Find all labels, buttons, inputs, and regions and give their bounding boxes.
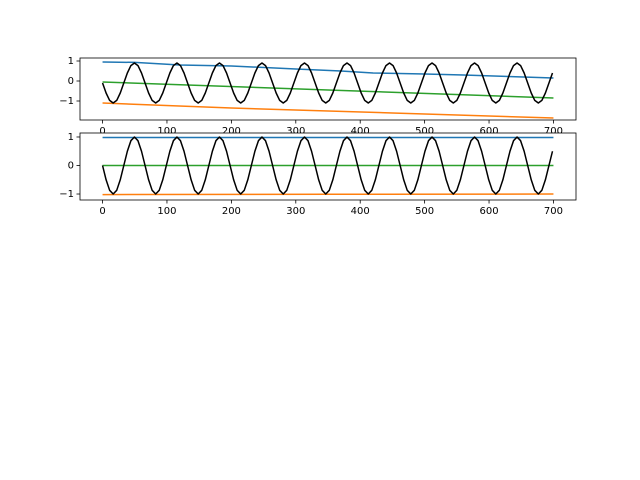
line-series bbox=[102, 81, 554, 99]
y-tick-label: 0 bbox=[68, 161, 74, 172]
x-tick-label: 700 bbox=[544, 126, 563, 137]
x-tick-label: 0 bbox=[99, 126, 105, 137]
x-tick-label: 300 bbox=[286, 206, 305, 217]
line-series bbox=[102, 61, 554, 79]
axes-background bbox=[80, 133, 576, 200]
y-tick-label: −1 bbox=[59, 189, 74, 200]
line-series bbox=[101, 62, 554, 104]
y-tick-label: −1 bbox=[59, 96, 74, 107]
axes-background bbox=[80, 58, 576, 120]
line-series bbox=[102, 102, 554, 119]
y-tick-label: 1 bbox=[68, 132, 74, 143]
x-tick-label: 0 bbox=[99, 206, 105, 217]
x-tick-label: 600 bbox=[479, 126, 498, 137]
axes-frame bbox=[79, 132, 577, 201]
x-tick-label: 200 bbox=[222, 126, 241, 137]
y-tick-label: 0 bbox=[68, 76, 74, 87]
x-tick-label: 300 bbox=[286, 126, 305, 137]
x-tick-label: 500 bbox=[415, 206, 434, 217]
x-tick-label: 700 bbox=[544, 206, 563, 217]
x-tick-label: 100 bbox=[157, 206, 176, 217]
x-tick-label: 500 bbox=[415, 126, 434, 137]
x-tick-label: 400 bbox=[351, 126, 370, 137]
line-series bbox=[101, 136, 554, 195]
x-tick-label: 100 bbox=[157, 126, 176, 137]
x-tick-label: 200 bbox=[222, 206, 241, 217]
x-tick-label: 600 bbox=[479, 206, 498, 217]
axes-frame bbox=[79, 57, 577, 121]
x-tick-label: 400 bbox=[351, 206, 370, 217]
y-tick-label: 1 bbox=[68, 56, 74, 67]
line-series bbox=[102, 193, 554, 196]
